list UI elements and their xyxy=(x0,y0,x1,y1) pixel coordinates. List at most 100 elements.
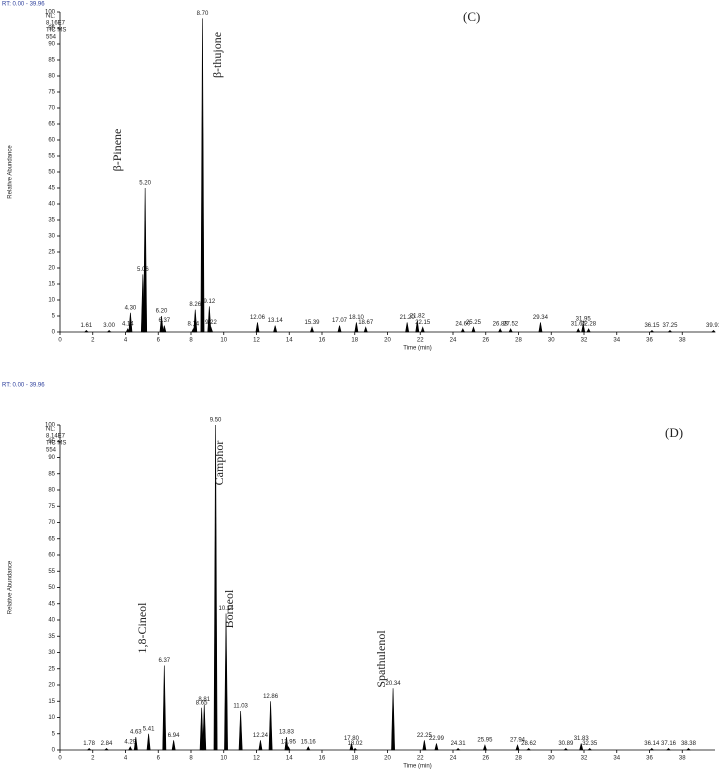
peak-label: 12.24 xyxy=(253,733,269,739)
peak-label: 39.91 xyxy=(706,323,719,329)
peak-label: 15.39 xyxy=(305,320,321,326)
y-tick-label: 15 xyxy=(48,699,55,705)
annotation: Camphor xyxy=(212,441,226,486)
peak xyxy=(420,326,425,333)
info: NL: xyxy=(46,427,56,433)
peak-label: 6.37 xyxy=(158,658,170,664)
peak-label: 8.81 xyxy=(198,697,210,703)
peak-label: 3.00 xyxy=(103,323,115,329)
x-tick-label: 4 xyxy=(124,338,128,344)
peak-label: 24.31 xyxy=(451,741,467,747)
peak-label: 6.94 xyxy=(168,733,180,739)
annotation: Spathulenol xyxy=(374,630,388,688)
info: NL: xyxy=(46,14,56,20)
peak xyxy=(711,329,716,333)
x-tick-label: 22 xyxy=(417,338,424,344)
peak-label: 9.12 xyxy=(203,299,215,305)
peak-label: 22.15 xyxy=(415,320,431,326)
y-axis-label: Relative Abundance xyxy=(8,145,14,199)
peak xyxy=(337,325,342,333)
y-tick-label: 80 xyxy=(48,488,55,494)
x-tick-label: 12 xyxy=(253,338,260,344)
peak-label: 9.50 xyxy=(210,418,222,424)
x-tick-label: 30 xyxy=(548,338,555,344)
y-tick-label: 20 xyxy=(48,683,55,689)
rt-range: RT: 0.00 - 39.96 xyxy=(2,2,45,8)
x-tick-label: 14 xyxy=(286,338,293,344)
peak-label: 31.95 xyxy=(576,317,592,323)
peak xyxy=(587,747,593,751)
peak-label: 8.70 xyxy=(197,11,209,17)
peak xyxy=(422,740,427,751)
peak xyxy=(471,326,476,333)
peak-label: 22.99 xyxy=(429,736,445,742)
x-tick-label: 38 xyxy=(679,338,686,344)
x-tick-label: 10 xyxy=(220,756,227,762)
x-tick-label: 22 xyxy=(417,756,424,762)
peak xyxy=(649,329,655,333)
info: 8.16E7 xyxy=(46,21,66,27)
peak xyxy=(352,747,358,751)
peak-label: 20.34 xyxy=(386,681,402,687)
peak-label: 5.06 xyxy=(137,267,149,273)
peak-label: 25.95 xyxy=(477,738,493,744)
peak-label: 18.10 xyxy=(349,315,365,321)
peak xyxy=(171,740,176,751)
annotation: 1,8-Cineol xyxy=(135,602,149,654)
peak xyxy=(455,747,461,751)
peak-label: 18.67 xyxy=(358,320,374,326)
peak xyxy=(354,322,359,333)
peak-label: 28.62 xyxy=(521,741,537,747)
x-tick-label: 18 xyxy=(351,756,358,762)
peak-label: 13.83 xyxy=(279,730,295,736)
x-tick-label: 4 xyxy=(124,756,128,762)
peak-label: 12.86 xyxy=(263,694,279,700)
y-tick-label: 10 xyxy=(48,298,55,304)
rt-range: RT: 0.00 - 39.96 xyxy=(2,383,45,389)
peak xyxy=(86,747,92,751)
x-tick-label: 24 xyxy=(450,756,457,762)
y-tick-label: 95 xyxy=(48,439,55,445)
peak xyxy=(515,744,520,751)
peak-label: 22.25 xyxy=(417,733,433,739)
y-tick-label: 75 xyxy=(48,90,55,96)
y-axis-label: Relative Abundance xyxy=(8,560,14,614)
peak-label: 15.16 xyxy=(301,739,317,745)
x-tick-label: 30 xyxy=(548,756,555,762)
y-tick-label: 55 xyxy=(48,154,55,160)
x-tick-label: 38 xyxy=(679,756,686,762)
peak xyxy=(576,328,581,333)
peak xyxy=(349,743,354,751)
annotation: β-Pinene xyxy=(110,129,124,172)
peak xyxy=(391,688,395,751)
panel-label: (D) xyxy=(665,425,683,440)
peak xyxy=(193,309,198,333)
peak xyxy=(159,315,164,333)
peak xyxy=(586,328,591,333)
x-tick-label: 32 xyxy=(581,338,588,344)
peak-label: 37.25 xyxy=(662,323,678,329)
y-tick-label: 10 xyxy=(48,715,55,721)
y-tick-label: 35 xyxy=(48,218,55,224)
y-tick-label: 5 xyxy=(52,731,56,737)
x-tick-label: 36 xyxy=(646,338,653,344)
peak-label: 4.29 xyxy=(124,739,136,745)
x-axis-label: Time (min) xyxy=(403,346,431,352)
y-tick-label: 65 xyxy=(48,536,55,542)
x-axis-label: Time (min) xyxy=(403,764,431,770)
y-tick-label: 60 xyxy=(48,138,55,144)
peak-label: 32.35 xyxy=(582,741,598,747)
peak xyxy=(460,328,465,333)
peak-label: 21.82 xyxy=(410,313,426,319)
y-tick-label: 75 xyxy=(48,504,55,510)
peak-label: 4.63 xyxy=(130,730,142,736)
peak-label: 37.16 xyxy=(661,741,677,747)
peak-label: 12.06 xyxy=(250,315,266,321)
y-tick-label: 25 xyxy=(48,666,55,672)
y-tick-label: 30 xyxy=(48,650,55,656)
peak-label: 18.02 xyxy=(348,741,364,747)
peak-label: 5.20 xyxy=(139,181,151,187)
info: 554 xyxy=(46,448,57,454)
peak-label: 8.14 xyxy=(187,321,199,327)
